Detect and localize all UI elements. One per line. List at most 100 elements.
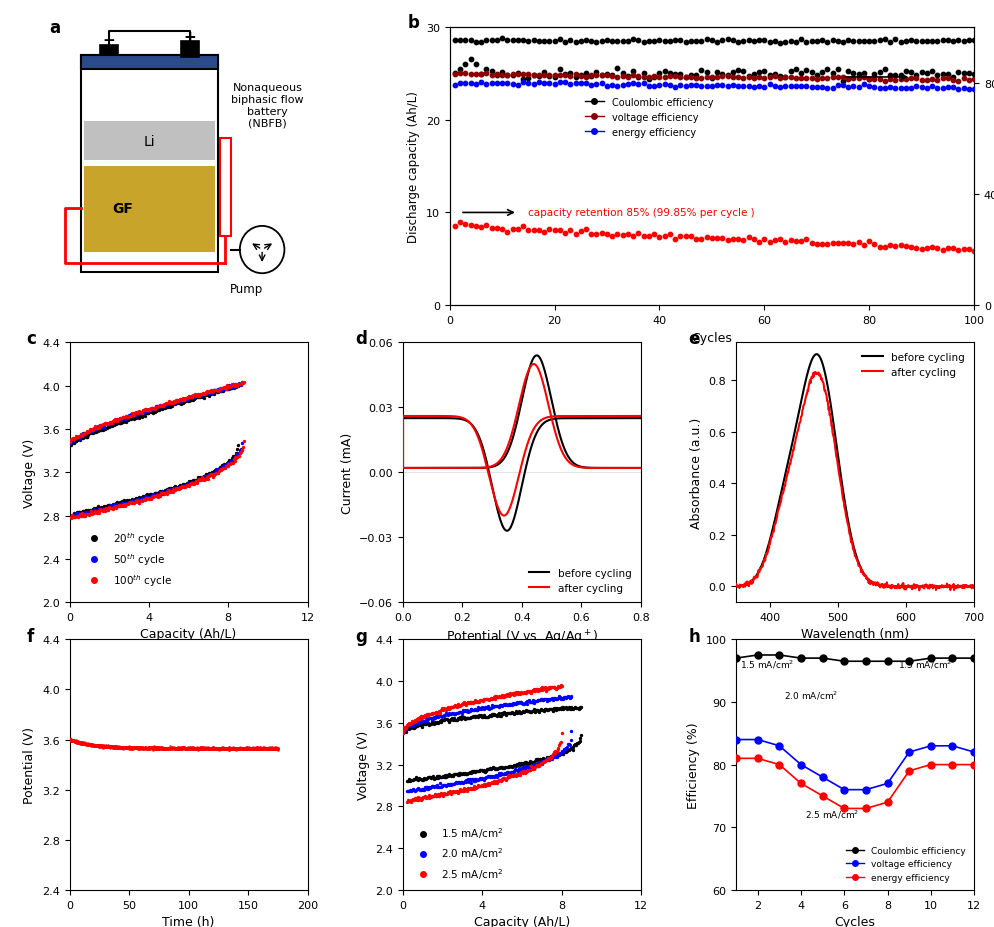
- Point: [159, 741, 175, 756]
- Point: [254, 742, 270, 756]
- Point: [411, 712, 426, 727]
- Point: [412, 711, 427, 726]
- Point: [139, 741, 155, 756]
- Point: [199, 469, 215, 484]
- Point: [192, 741, 208, 756]
- Point: [541, 752, 557, 767]
- Point: [66, 436, 82, 451]
- Point: [244, 742, 259, 756]
- Point: [437, 778, 453, 793]
- Point: [422, 711, 438, 726]
- Point: [87, 739, 103, 754]
- Point: [63, 733, 79, 748]
- Point: [229, 741, 245, 756]
- Point: [153, 741, 169, 756]
- Point: [222, 742, 238, 756]
- Point: [96, 416, 112, 431]
- Point: [76, 431, 91, 446]
- Point: [82, 738, 97, 753]
- Point: [177, 393, 193, 408]
- Point: [455, 711, 471, 726]
- Point: [218, 380, 234, 395]
- Point: [115, 410, 131, 425]
- Point: [819, 237, 835, 252]
- Point: [557, 76, 573, 91]
- Point: [520, 694, 536, 709]
- Point: [709, 79, 725, 94]
- Point: [641, 229, 657, 244]
- Point: [156, 399, 172, 413]
- Point: [504, 759, 520, 774]
- Point: [182, 742, 198, 756]
- Point: [189, 742, 205, 756]
- Point: [570, 735, 585, 750]
- Point: [123, 742, 139, 756]
- Point: [197, 741, 213, 756]
- Point: [469, 773, 485, 788]
- Point: [173, 479, 189, 494]
- Point: [112, 500, 128, 514]
- Point: [266, 741, 282, 756]
- Point: [527, 754, 543, 768]
- Point: [153, 399, 169, 413]
- Point: [562, 702, 578, 717]
- Point: [140, 407, 156, 422]
- Point: [430, 770, 446, 785]
- Point: [148, 404, 164, 419]
- Point: [64, 733, 80, 748]
- Point: [426, 781, 442, 795]
- Point: [123, 496, 139, 511]
- Point: [117, 411, 133, 425]
- Point: [185, 741, 201, 756]
- Point: [175, 741, 191, 756]
- Point: [426, 710, 442, 725]
- Point: [123, 741, 139, 756]
- Point: [178, 477, 194, 492]
- Point: [154, 399, 170, 413]
- Point: [488, 761, 504, 776]
- Point: [195, 387, 211, 401]
- Point: [127, 741, 143, 756]
- Point: [418, 717, 434, 731]
- Point: [160, 400, 176, 415]
- Point: [117, 740, 133, 755]
- Point: [446, 785, 462, 800]
- Point: [219, 742, 235, 756]
- Point: [241, 741, 256, 756]
- Point: [440, 784, 456, 799]
- Point: [694, 71, 710, 86]
- Point: [77, 737, 92, 752]
- Point: [528, 756, 544, 771]
- Point: [562, 742, 578, 756]
- Point: [195, 386, 211, 400]
- Point: [258, 742, 274, 756]
- Point: [82, 738, 97, 753]
- Point: [523, 684, 539, 699]
- Point: [173, 742, 189, 756]
- Point: [411, 782, 426, 797]
- Point: [199, 741, 215, 756]
- Point: [96, 739, 112, 754]
- Point: [116, 496, 132, 511]
- Point: [522, 763, 538, 778]
- Point: [561, 743, 577, 757]
- Point: [106, 500, 122, 514]
- Point: [72, 432, 87, 447]
- Point: [515, 68, 531, 83]
- Point: [194, 741, 210, 756]
- Point: [149, 742, 165, 756]
- Point: [111, 416, 127, 431]
- Point: [406, 772, 421, 787]
- Point: [89, 738, 105, 753]
- Point: [130, 741, 146, 756]
- Point: [62, 435, 78, 450]
- Point: [191, 742, 207, 756]
- Point: [147, 741, 163, 756]
- Point: [554, 745, 570, 760]
- Point: [196, 741, 212, 756]
- Point: [614, 34, 630, 49]
- Point: [133, 741, 149, 756]
- Point: [893, 72, 909, 87]
- Point: [422, 790, 438, 805]
- Point: [447, 68, 463, 83]
